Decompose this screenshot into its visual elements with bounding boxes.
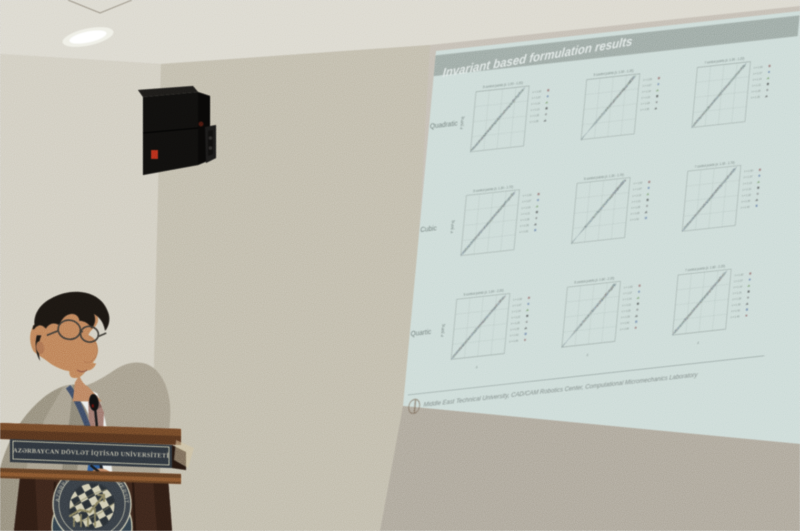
svg-text:λ = 1.35: λ = 1.35 <box>741 198 751 203</box>
svg-text:λ: λ <box>585 353 588 357</box>
svg-text:λ = 1.07: λ = 1.07 <box>633 187 643 192</box>
svg-text:λ = 1.00: λ = 1.00 <box>744 168 754 173</box>
svg-text:λ = 1.49: λ = 1.49 <box>509 339 519 344</box>
svg-text:5 control points (λ: 1.60 - 2.: 5 control points (λ: 1.60 - 2.20) <box>463 288 503 297</box>
svg-text:λ = 1.14: λ = 1.14 <box>733 284 743 289</box>
svg-text:λ = 1.07: λ = 1.07 <box>642 83 652 88</box>
svg-text:λ = 1.21: λ = 1.21 <box>742 186 752 191</box>
svg-text:7 control points (λ: 1.60 - 2.: 7 control points (λ: 1.60 - 2.20) <box>685 264 725 273</box>
svg-text:5 control points (λ: 1.00 - 1.: 5 control points (λ: 1.00 - 1.20) <box>593 69 633 78</box>
svg-text:λ = 1.07: λ = 1.07 <box>522 199 532 204</box>
svg-text:λ = 1.07: λ = 1.07 <box>623 290 633 295</box>
svg-text:λ = 1.00: λ = 1.00 <box>532 89 542 94</box>
svg-text:λ = 1.35: λ = 1.35 <box>529 119 539 124</box>
svg-text:λ = 1.42: λ = 1.42 <box>731 308 741 313</box>
svg-text:P [MPa]: P [MPa] <box>441 324 446 337</box>
svg-text:λ = 1.21: λ = 1.21 <box>752 83 762 88</box>
svg-text:λ = 1.28: λ = 1.28 <box>751 89 761 94</box>
svg-text:λ = 1.28: λ = 1.28 <box>742 192 752 197</box>
svg-text:λ = 1.00: λ = 1.00 <box>643 77 653 82</box>
svg-text:λ = 1.07: λ = 1.07 <box>532 95 542 100</box>
svg-text:λ = 1.21: λ = 1.21 <box>733 290 743 295</box>
svg-text:λ = 1.28: λ = 1.28 <box>732 296 742 301</box>
svg-text:λ = 1.49: λ = 1.49 <box>730 314 740 319</box>
svg-text:λ = 1.00: λ = 1.00 <box>624 284 634 289</box>
svg-text:P [MPa]: P [MPa] <box>450 220 455 233</box>
svg-text:λ = 1.35: λ = 1.35 <box>520 223 530 228</box>
svg-text:λ = 1.14: λ = 1.14 <box>531 101 541 106</box>
svg-text:λ = 1.35: λ = 1.35 <box>631 211 641 216</box>
svg-text:λ = 1.21: λ = 1.21 <box>622 302 632 307</box>
svg-text:λ = 1.14: λ = 1.14 <box>642 89 652 94</box>
svg-text:7 control points (λ: 1.30 - 1.: 7 control points (λ: 1.30 - 1.70) <box>694 160 734 169</box>
svg-text:λ = 1.21: λ = 1.21 <box>531 107 541 112</box>
svg-text:λ: λ <box>475 365 478 369</box>
svg-text:5 control points (λ: 1.00 - 1.: 5 control points (λ: 1.00 - 1.20) <box>483 81 523 90</box>
svg-text:λ: λ <box>696 341 699 345</box>
svg-text:5 control points (λ: 1.30 - 1.: 5 control points (λ: 1.30 - 1.70) <box>584 172 624 181</box>
svg-text:λ = 1.28: λ = 1.28 <box>530 113 540 118</box>
svg-text:λ = 1.21: λ = 1.21 <box>641 95 651 100</box>
svg-text:λ = 1.42: λ = 1.42 <box>519 229 529 234</box>
svg-text:7 control points (λ: 1.00 - 1.: 7 control points (λ: 1.00 - 1.20) <box>704 56 744 65</box>
svg-text:λ = 1.21: λ = 1.21 <box>632 199 642 204</box>
svg-text:λ = 1.35: λ = 1.35 <box>732 302 742 307</box>
svg-text:λ = 1.21: λ = 1.21 <box>511 315 521 320</box>
svg-text:λ = 1.07: λ = 1.07 <box>512 302 522 307</box>
svg-text:λ = 1.35: λ = 1.35 <box>751 95 761 100</box>
svg-text:λ = 1.07: λ = 1.07 <box>734 278 744 283</box>
svg-text:λ = 1.07: λ = 1.07 <box>743 174 753 179</box>
svg-text:λ = 1.28: λ = 1.28 <box>641 101 651 106</box>
svg-text:λ = 1.07: λ = 1.07 <box>753 71 763 76</box>
svg-text:5 control points (λ: 1.60 - 2.: 5 control points (λ: 1.60 - 2.20) <box>574 276 614 285</box>
svg-text:λ = 1.28: λ = 1.28 <box>621 308 631 313</box>
svg-text:λ = 1.00: λ = 1.00 <box>734 272 744 277</box>
svg-text:λ = 1.28: λ = 1.28 <box>631 205 641 210</box>
svg-text:P [MPa]: P [MPa] <box>460 116 465 129</box>
svg-text:λ = 1.42: λ = 1.42 <box>620 320 630 325</box>
svg-text:5 control points (λ: 1.30 - 1.: 5 control points (λ: 1.30 - 1.70) <box>473 185 513 194</box>
svg-text:λ = 1.14: λ = 1.14 <box>753 77 763 82</box>
svg-text:λ = 1.14: λ = 1.14 <box>522 205 532 210</box>
svg-text:λ = 1.14: λ = 1.14 <box>632 193 642 198</box>
svg-text:λ = 1.42: λ = 1.42 <box>510 333 520 338</box>
svg-text:λ = 1.00: λ = 1.00 <box>513 296 523 301</box>
svg-text:λ = 1.49: λ = 1.49 <box>620 326 630 331</box>
svg-text:λ = 1.14: λ = 1.14 <box>743 180 753 185</box>
svg-text:λ = 1.14: λ = 1.14 <box>623 296 633 301</box>
svg-text:λ = 1.00: λ = 1.00 <box>633 181 643 186</box>
svg-text:λ = 1.00: λ = 1.00 <box>754 65 764 70</box>
svg-text:λ = 1.14: λ = 1.14 <box>512 309 522 314</box>
svg-text:λ = 1.42: λ = 1.42 <box>741 204 751 209</box>
svg-text:λ = 1.35: λ = 1.35 <box>621 314 631 319</box>
svg-text:λ = 1.28: λ = 1.28 <box>520 217 530 222</box>
svg-text:λ = 1.21: λ = 1.21 <box>521 211 531 216</box>
svg-text:λ = 1.28: λ = 1.28 <box>511 321 521 326</box>
svg-text:λ = 1.35: λ = 1.35 <box>510 327 520 332</box>
svg-text:λ = 1.42: λ = 1.42 <box>630 217 640 222</box>
svg-text:λ = 1.00: λ = 1.00 <box>523 193 533 198</box>
svg-text:λ = 1.35: λ = 1.35 <box>640 107 650 112</box>
